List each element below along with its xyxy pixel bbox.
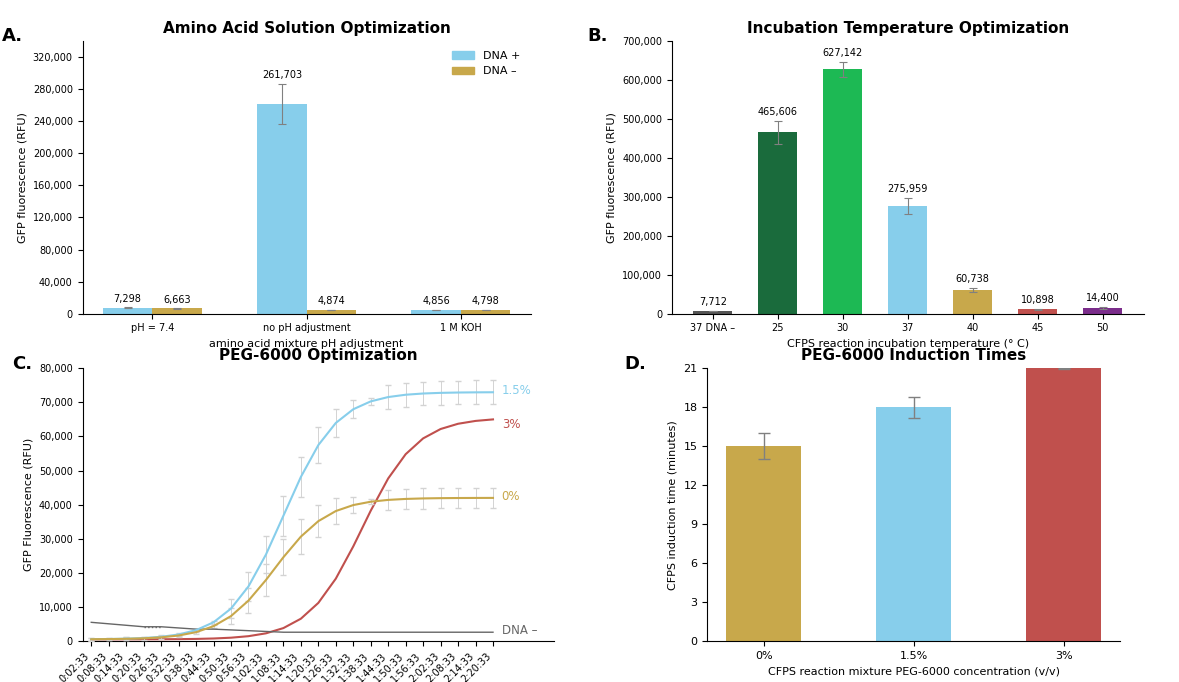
Text: 0%: 0% xyxy=(502,490,520,503)
Text: 7,298: 7,298 xyxy=(113,294,141,304)
Text: A.: A. xyxy=(2,27,24,45)
Bar xyxy=(307,310,356,314)
Bar xyxy=(411,310,461,314)
Bar xyxy=(1019,310,1058,314)
Text: D.: D. xyxy=(625,355,647,372)
Bar xyxy=(954,290,993,314)
Text: 275,959: 275,959 xyxy=(888,185,928,194)
Text: B.: B. xyxy=(587,27,607,45)
Text: C.: C. xyxy=(12,355,32,372)
Y-axis label: GFP Fluorescence (RFU): GFP Fluorescence (RFU) xyxy=(24,438,33,572)
Text: 10,898: 10,898 xyxy=(1021,295,1055,305)
Text: 14,400: 14,400 xyxy=(1086,293,1120,303)
Bar xyxy=(1026,368,1101,641)
Bar xyxy=(726,446,802,641)
Text: 4,798: 4,798 xyxy=(472,297,500,306)
Text: DNA –: DNA – xyxy=(502,624,538,637)
Title: PEG-6000 Optimization: PEG-6000 Optimization xyxy=(219,348,417,363)
X-axis label: amino acid mixture pH adjustment: amino acid mixture pH adjustment xyxy=(210,339,403,349)
X-axis label: CFPS reaction mixture PEG-6000 concentration (v/v): CFPS reaction mixture PEG-6000 concentra… xyxy=(768,666,1060,677)
Text: 7,712: 7,712 xyxy=(699,297,727,307)
Bar xyxy=(758,132,797,314)
Text: 465,606: 465,606 xyxy=(758,106,798,117)
Text: 4,874: 4,874 xyxy=(317,297,345,306)
Bar xyxy=(461,310,511,314)
Text: 1.5%: 1.5% xyxy=(502,384,532,397)
Bar xyxy=(1084,308,1122,314)
Bar xyxy=(693,311,732,314)
Bar xyxy=(152,308,202,314)
Bar xyxy=(888,206,928,314)
X-axis label: CFPS reaction incubation temperature (° C): CFPS reaction incubation temperature (° … xyxy=(786,339,1029,349)
Bar xyxy=(103,308,152,314)
Bar xyxy=(823,70,862,314)
Text: 3%: 3% xyxy=(502,418,520,431)
Text: 4,856: 4,856 xyxy=(422,296,450,306)
Bar xyxy=(257,104,307,314)
Y-axis label: GFP fluorescence (RFU): GFP fluorescence (RFU) xyxy=(607,112,617,243)
Bar xyxy=(876,407,951,641)
Text: 261,703: 261,703 xyxy=(262,70,302,80)
Title: Incubation Temperature Optimization: Incubation Temperature Optimization xyxy=(746,20,1069,35)
Title: Amino Acid Solution Optimization: Amino Acid Solution Optimization xyxy=(163,20,450,35)
Text: 6,663: 6,663 xyxy=(163,295,191,305)
Y-axis label: GFP fluorescence (RFU): GFP fluorescence (RFU) xyxy=(18,112,27,243)
Legend: DNA +, DNA –: DNA +, DNA – xyxy=(448,46,525,81)
Text: 627,142: 627,142 xyxy=(823,48,863,57)
Title: PEG-6000 Induction Times: PEG-6000 Induction Times xyxy=(801,348,1027,363)
Y-axis label: CFPS induction time (minutes): CFPS induction time (minutes) xyxy=(668,420,678,589)
Text: 60,738: 60,738 xyxy=(956,274,989,284)
